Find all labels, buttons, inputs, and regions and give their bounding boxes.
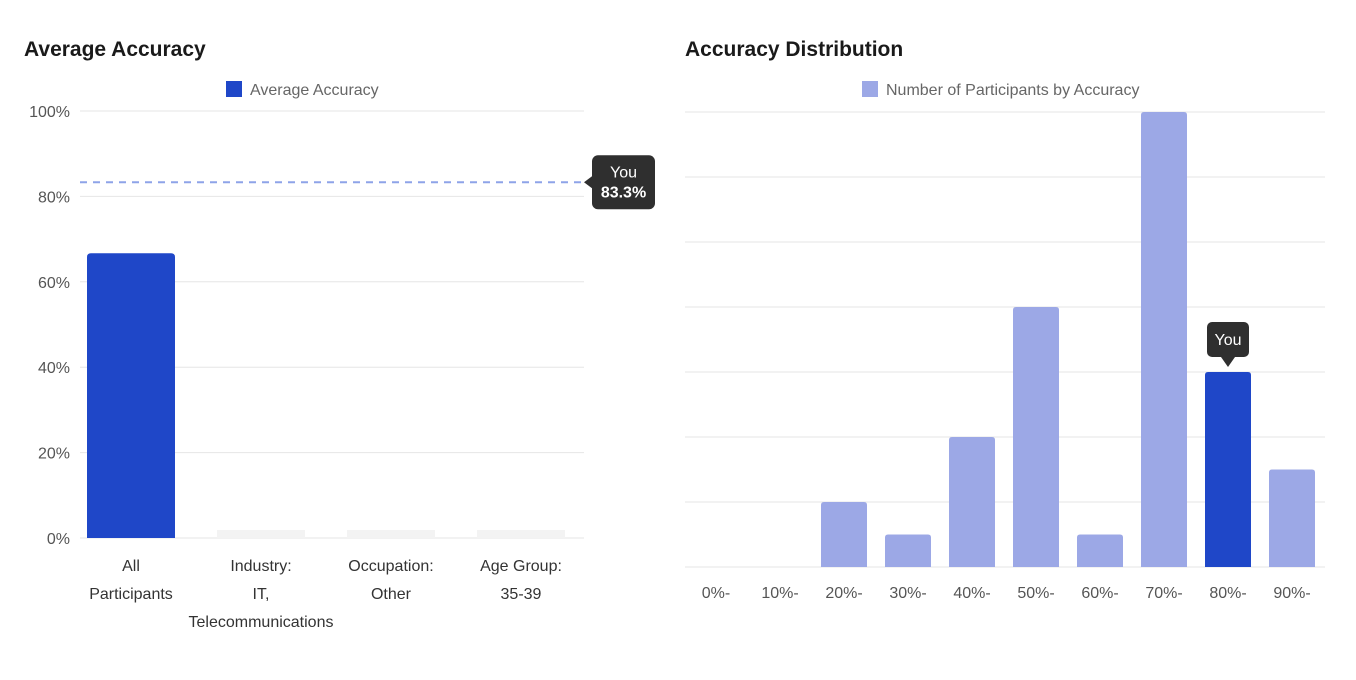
legend-swatch bbox=[226, 81, 242, 97]
bar-empty[interactable] bbox=[477, 530, 565, 538]
x-category-label: 10%- bbox=[761, 585, 798, 602]
you-tooltip-value: 83.3% bbox=[601, 184, 646, 201]
accuracy-distribution-chart: Number of Participants by Accuracy 0%- 10%… bbox=[685, 81, 1325, 602]
x-category-label: 50%- bbox=[1017, 585, 1054, 602]
x-category-label: 70%- bbox=[1145, 585, 1182, 602]
bar[interactable] bbox=[1013, 307, 1059, 567]
bar-highlight[interactable] bbox=[1205, 372, 1251, 567]
legend-swatch bbox=[862, 81, 878, 97]
y-tick-label: 0% bbox=[47, 531, 70, 548]
x-category-label: 60%- bbox=[1081, 585, 1118, 602]
x-category-label: Industry: bbox=[230, 558, 291, 575]
x-category-label: 35-39 bbox=[501, 586, 542, 603]
average-accuracy-chart: Average Accuracy 0% 20% 40% 60% 80% 100% All Par… bbox=[29, 81, 655, 631]
you-tooltip-pointer bbox=[584, 176, 592, 189]
x-category-label: 40%- bbox=[953, 585, 990, 602]
accuracy-distribution-panel: Accuracy Distribution Number of Particip… bbox=[670, 0, 1356, 680]
you-tooltip bbox=[1207, 322, 1249, 357]
accuracy-distribution-title: Accuracy Distribution bbox=[685, 38, 904, 61]
x-category-label: 0%- bbox=[702, 585, 730, 602]
bar[interactable] bbox=[1269, 469, 1315, 568]
x-category-label: IT, bbox=[253, 586, 270, 603]
bar[interactable] bbox=[1141, 112, 1187, 567]
y-tick-label: 80% bbox=[38, 189, 70, 206]
you-tooltip-pointer bbox=[1221, 357, 1235, 367]
x-category-label: All bbox=[122, 558, 140, 575]
x-category-label: Telecommunications bbox=[189, 614, 334, 631]
average-accuracy-title: Average Accuracy bbox=[24, 38, 206, 61]
legend-label: Number of Participants by Accuracy bbox=[886, 82, 1139, 99]
legend-label: Average Accuracy bbox=[250, 82, 379, 99]
you-tooltip-label: You bbox=[610, 164, 637, 181]
x-category-label: 30%- bbox=[889, 585, 926, 602]
x-category-label: Participants bbox=[89, 586, 173, 603]
x-category-label: 80%- bbox=[1209, 585, 1246, 602]
y-tick-label: 40% bbox=[38, 360, 70, 377]
bar-empty[interactable] bbox=[217, 530, 305, 538]
y-tick-label: 100% bbox=[29, 104, 70, 121]
bar[interactable] bbox=[1077, 534, 1123, 568]
x-category-label: 20%- bbox=[825, 585, 862, 602]
x-category-label: 90%- bbox=[1273, 585, 1310, 602]
bar[interactable] bbox=[949, 437, 995, 567]
bar[interactable] bbox=[821, 502, 867, 567]
you-tooltip bbox=[592, 155, 655, 210]
y-tick-label: 60% bbox=[38, 275, 70, 292]
x-category-label: Age Group: bbox=[480, 558, 562, 575]
bar[interactable] bbox=[87, 253, 175, 539]
x-category-label: Other bbox=[371, 586, 412, 603]
bar[interactable] bbox=[885, 534, 931, 568]
average-accuracy-panel: Average Accuracy Average Accuracy 0% 20% 40… bbox=[0, 0, 670, 680]
x-category-label: Occupation: bbox=[348, 558, 433, 575]
you-tooltip-label: You bbox=[1215, 332, 1242, 349]
y-tick-label: 20% bbox=[38, 446, 70, 463]
bar-empty[interactable] bbox=[347, 530, 435, 538]
